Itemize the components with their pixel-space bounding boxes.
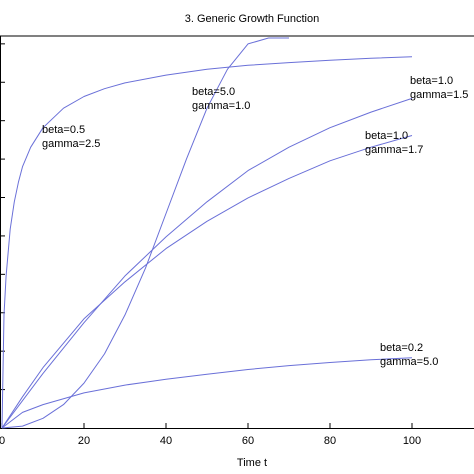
label-series-3-beta: beta=1.0 [410,75,453,87]
series-line-1 [1,56,413,429]
x-tick-label: 40 [160,435,172,447]
x-tick-label: 80 [324,435,336,447]
label-series-5-gamma: gamma=5.0 [380,356,438,368]
label-series-4-gamma: gamma=1.7 [365,144,423,156]
x-tick-label: 60 [242,435,254,447]
series-line-2 [1,37,289,429]
label-series-1-beta: beta=0.5 [42,124,85,136]
label-series-5-beta: beta=0.2 [380,342,423,354]
chart-title: 3. Generic Growth Function [185,13,320,25]
label-series-1-gamma: gamma=2.5 [42,138,100,150]
series-line-4 [1,135,413,429]
label-series-2-gamma: gamma=1.0 [192,100,250,112]
series-line-3 [1,97,413,429]
y-axis-ticks [0,43,5,391]
x-tick-label: 0 [0,435,5,447]
label-series-3-gamma: gamma=1.5 [410,89,468,101]
curve-annotations: beta=0.5 gamma=2.5 beta=5.0 gamma=1.0 be… [42,75,468,368]
label-series-4-beta: beta=1.0 [365,130,408,142]
x-axis: 0 20 40 60 80 100 [0,423,421,447]
x-axis-label: Time t [237,457,267,469]
series-lines [1,37,413,429]
x-tick-label: 20 [78,435,90,447]
series-line-5 [1,357,413,429]
x-tick-label: 100 [403,435,421,447]
label-series-2-beta: beta=5.0 [192,86,235,98]
